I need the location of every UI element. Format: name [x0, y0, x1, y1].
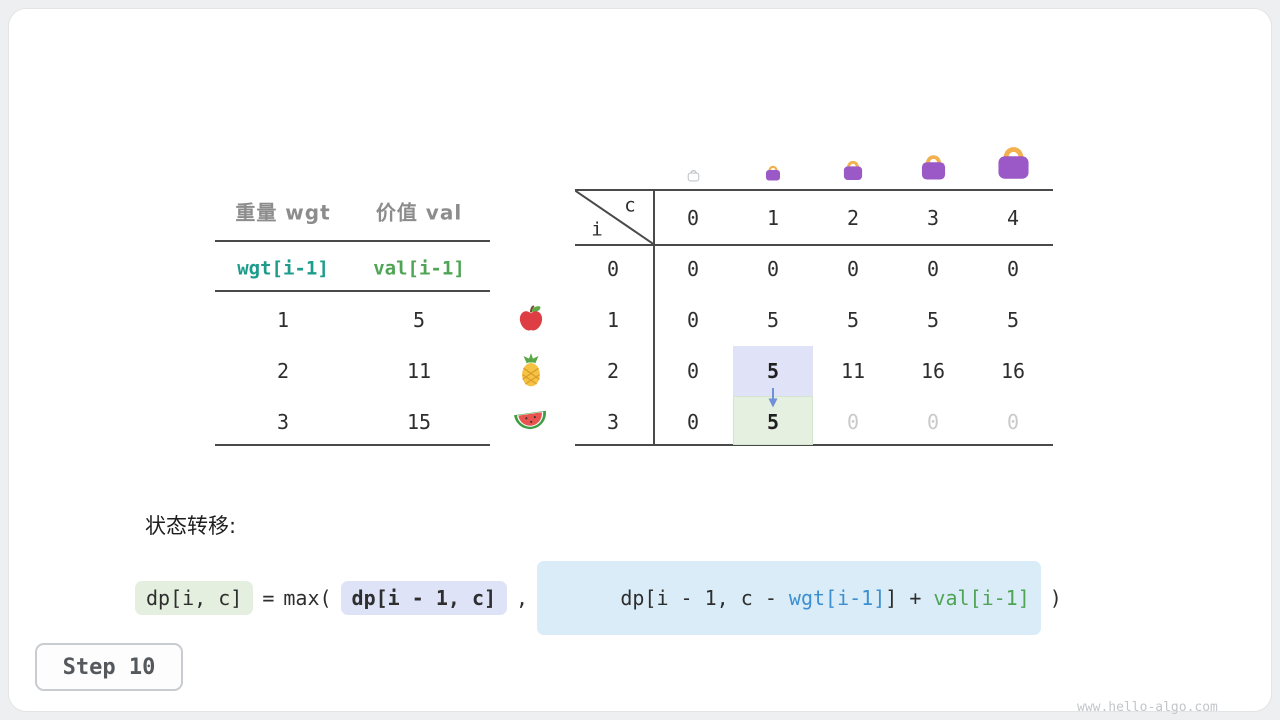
dp-corner-col-var: c [624, 194, 636, 217]
formula-arg2-box: dp[i - 1, c - wgt[i-1]] + val[i-1] [537, 561, 1041, 635]
dp-row-header-2: 2 [606, 359, 620, 383]
formula-max-open: max( [283, 586, 332, 610]
dp-cell-2-0: 0 [686, 359, 700, 383]
bag-icon-capacity-2 [843, 160, 863, 181]
dp-cell-1-3: 5 [926, 308, 940, 332]
bag-icon-capacity-0 [687, 169, 700, 182]
formula-equals: = [262, 586, 275, 610]
dp-cell-3-4: 0 [1006, 410, 1020, 434]
transition-formula: dp[i, c] = max( dp[i - 1, c] , dp[i - 1,… [135, 561, 1062, 635]
items-header-value: 价值 val [375, 200, 463, 225]
items-var-val: val[i-1] [373, 257, 465, 280]
dp-table-line-top [575, 189, 1053, 191]
dp-table-line-header [575, 244, 1053, 246]
dp-col-header-2: 2 [846, 206, 860, 230]
watermelon-icon [514, 410, 546, 430]
dp-col-header-4: 4 [1006, 206, 1020, 230]
dp-col-header-3: 3 [926, 206, 940, 230]
dp-cell-2-1-source: 5 [766, 359, 780, 383]
dp-row-header-0: 0 [606, 257, 620, 281]
items-table-line-top [215, 240, 490, 242]
formula-close-paren: ) [1049, 586, 1062, 610]
bag-icon-capacity-1 [766, 165, 780, 181]
dp-cell-2-2: 11 [840, 359, 866, 383]
items-header-weight: 重量 wgt [235, 200, 331, 225]
dp-cell-1-0: 0 [686, 308, 700, 332]
bag-icon-capacity-3 [921, 155, 946, 180]
dp-cell-3-1-target: 5 [766, 410, 780, 434]
item-1-value: 5 [412, 308, 426, 332]
dp-cell-1-2: 5 [846, 308, 860, 332]
dp-table-line-bottom [575, 444, 1053, 446]
item-3-weight: 3 [276, 410, 290, 434]
formula-arg2-wgt: wgt[i-1] [788, 586, 886, 610]
dp-source-cell-highlight [733, 346, 813, 396]
watermark-url: www.hello-algo.com [1077, 700, 1218, 715]
formula-comma: , [516, 586, 529, 610]
items-var-wgt: wgt[i-1] [237, 257, 329, 280]
items-table-line-mid [215, 290, 490, 292]
dp-cell-0-2: 0 [846, 257, 860, 281]
formula-arg1-box: dp[i - 1, c] [340, 581, 508, 615]
pineapple-icon [522, 353, 540, 387]
items-table-line-bottom [215, 444, 490, 446]
dp-cell-0-1: 0 [766, 257, 780, 281]
dp-cell-1-4: 5 [1006, 308, 1020, 332]
item-3-value: 15 [406, 410, 432, 434]
formula-arg2-val: val[i-1] [933, 586, 1030, 610]
dp-cell-0-0: 0 [686, 257, 700, 281]
dp-target-cell-highlight [733, 396, 813, 445]
dp-cell-0-3: 0 [926, 257, 940, 281]
dp-table-line-vertical [653, 189, 655, 446]
dp-cell-2-3: 16 [920, 359, 946, 383]
bag-icon-capacity-4 [998, 147, 1029, 179]
dp-cell-3-0: 0 [686, 410, 700, 434]
dp-col-header-1: 1 [766, 206, 780, 230]
item-2-value: 11 [406, 359, 432, 383]
state-transition-label: 状态转移: [145, 514, 237, 538]
dp-cell-1-1: 5 [766, 308, 780, 332]
dp-row-header-3: 3 [606, 410, 620, 434]
item-2-weight: 2 [276, 359, 290, 383]
formula-arg2-mid: ] + [885, 586, 934, 610]
dp-row-header-1: 1 [606, 308, 620, 332]
transition-arrow-icon [768, 388, 778, 408]
dp-cell-0-4: 0 [1006, 257, 1020, 281]
dp-corner-row-var: i [591, 218, 603, 241]
dp-cell-2-4: 16 [1000, 359, 1026, 383]
step-badge[interactable]: Step 10 [35, 643, 183, 691]
apple-icon [519, 305, 543, 331]
formula-arg2-prefix: dp[i - 1, c - [620, 586, 789, 610]
formula-lhs-box: dp[i, c] [135, 581, 254, 615]
item-1-weight: 1 [276, 308, 290, 332]
dp-cell-3-2: 0 [846, 410, 860, 434]
dp-cell-3-3: 0 [926, 410, 940, 434]
dp-col-header-0: 0 [686, 206, 700, 230]
